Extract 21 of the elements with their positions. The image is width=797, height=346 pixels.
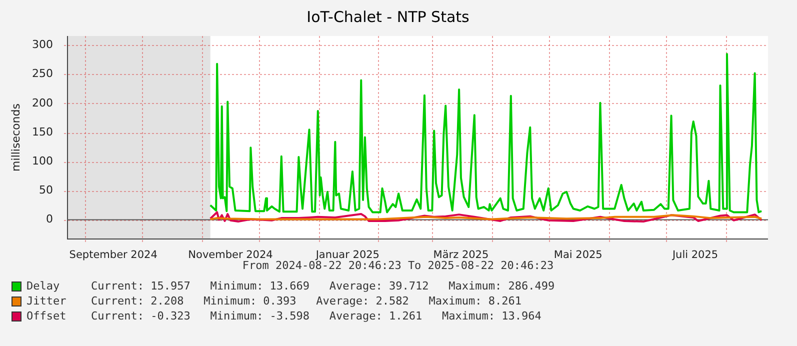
legend-label: Offset: [26, 309, 66, 322]
y-tick-label: 100: [32, 154, 53, 168]
x-tick-label: Juli 2025: [671, 249, 718, 262]
x-tick-label: Januar 2025: [314, 249, 380, 262]
legend-label: Delay: [26, 279, 60, 292]
x-tick-label: März 2025: [433, 249, 489, 262]
x-tick-label: Mai 2025: [554, 249, 602, 262]
y-tick-label: 150: [32, 125, 53, 138]
text: Current: -0.323 Minimum: -3.598 Average: 1.261 Maximum: 13.964: [91, 309, 542, 322]
y-tick-label: 250: [32, 67, 53, 80]
chart-title: IoT-Chalet - NTP Stats: [306, 8, 470, 26]
y-tick-label: 0: [46, 212, 53, 226]
text: Current: 2.208 Minimum: 0.393 Average: 2.582 Maximum: 8.261: [91, 294, 522, 308]
text: Current: 15.957 Minimum: 13.669 Average: 39.712 Maximum: 286.499: [91, 279, 555, 292]
y-axis-title: milliseconds: [9, 103, 22, 172]
y-tick-label: 50: [39, 184, 53, 197]
x-tick-label: November 2024: [188, 249, 274, 262]
y-tick-label: 300: [32, 38, 53, 52]
x-tick-label: September 2024: [69, 249, 158, 262]
legend-label: Jitter: [26, 294, 66, 308]
y-tick-label: 200: [32, 96, 53, 110]
